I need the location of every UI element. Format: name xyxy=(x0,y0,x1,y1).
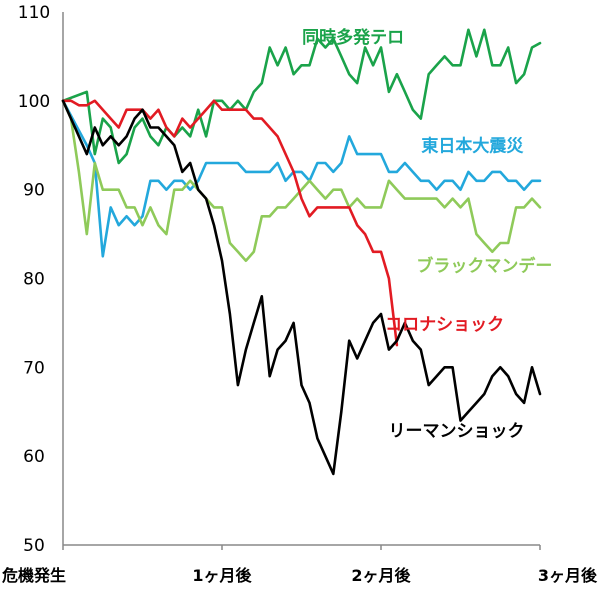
y-tick-label: 90 xyxy=(23,181,45,201)
series-label-1: 東日本大震災 xyxy=(421,135,524,156)
series-line-3 xyxy=(61,99,399,347)
series-line-2 xyxy=(61,99,542,262)
x-tick-label: 3ヶ月後 xyxy=(538,566,598,585)
y-tick-label: 50 xyxy=(23,536,45,556)
series-line-0 xyxy=(61,28,542,165)
series-label-3: コロナショック xyxy=(385,315,504,335)
x-axis: 危機発生 1ヶ月後 2ヶ月後 3ヶ月後 xyxy=(2,544,598,585)
series-label-4: リーマンショック xyxy=(389,422,525,442)
x-tick-label: 危機発生 xyxy=(2,566,66,585)
y-tick-label: 110 xyxy=(18,3,50,23)
x-tick-label: 1ヶ月後 xyxy=(192,566,252,585)
series-label-0: 同時多発テロ xyxy=(302,27,404,48)
y-tick-label: 70 xyxy=(23,358,45,378)
x-tick-label: 2ヶ月後 xyxy=(351,566,411,585)
series-line-1 xyxy=(61,99,542,258)
y-axis: 50 60 70 80 90 100 110 xyxy=(18,3,64,556)
series-line-4 xyxy=(61,99,542,476)
y-tick-label: 60 xyxy=(23,447,45,467)
series-lines xyxy=(61,28,542,476)
series-label-2: ブラックマンデー xyxy=(416,255,552,276)
y-tick-label: 100 xyxy=(18,92,50,112)
y-tick-label: 80 xyxy=(23,270,45,290)
